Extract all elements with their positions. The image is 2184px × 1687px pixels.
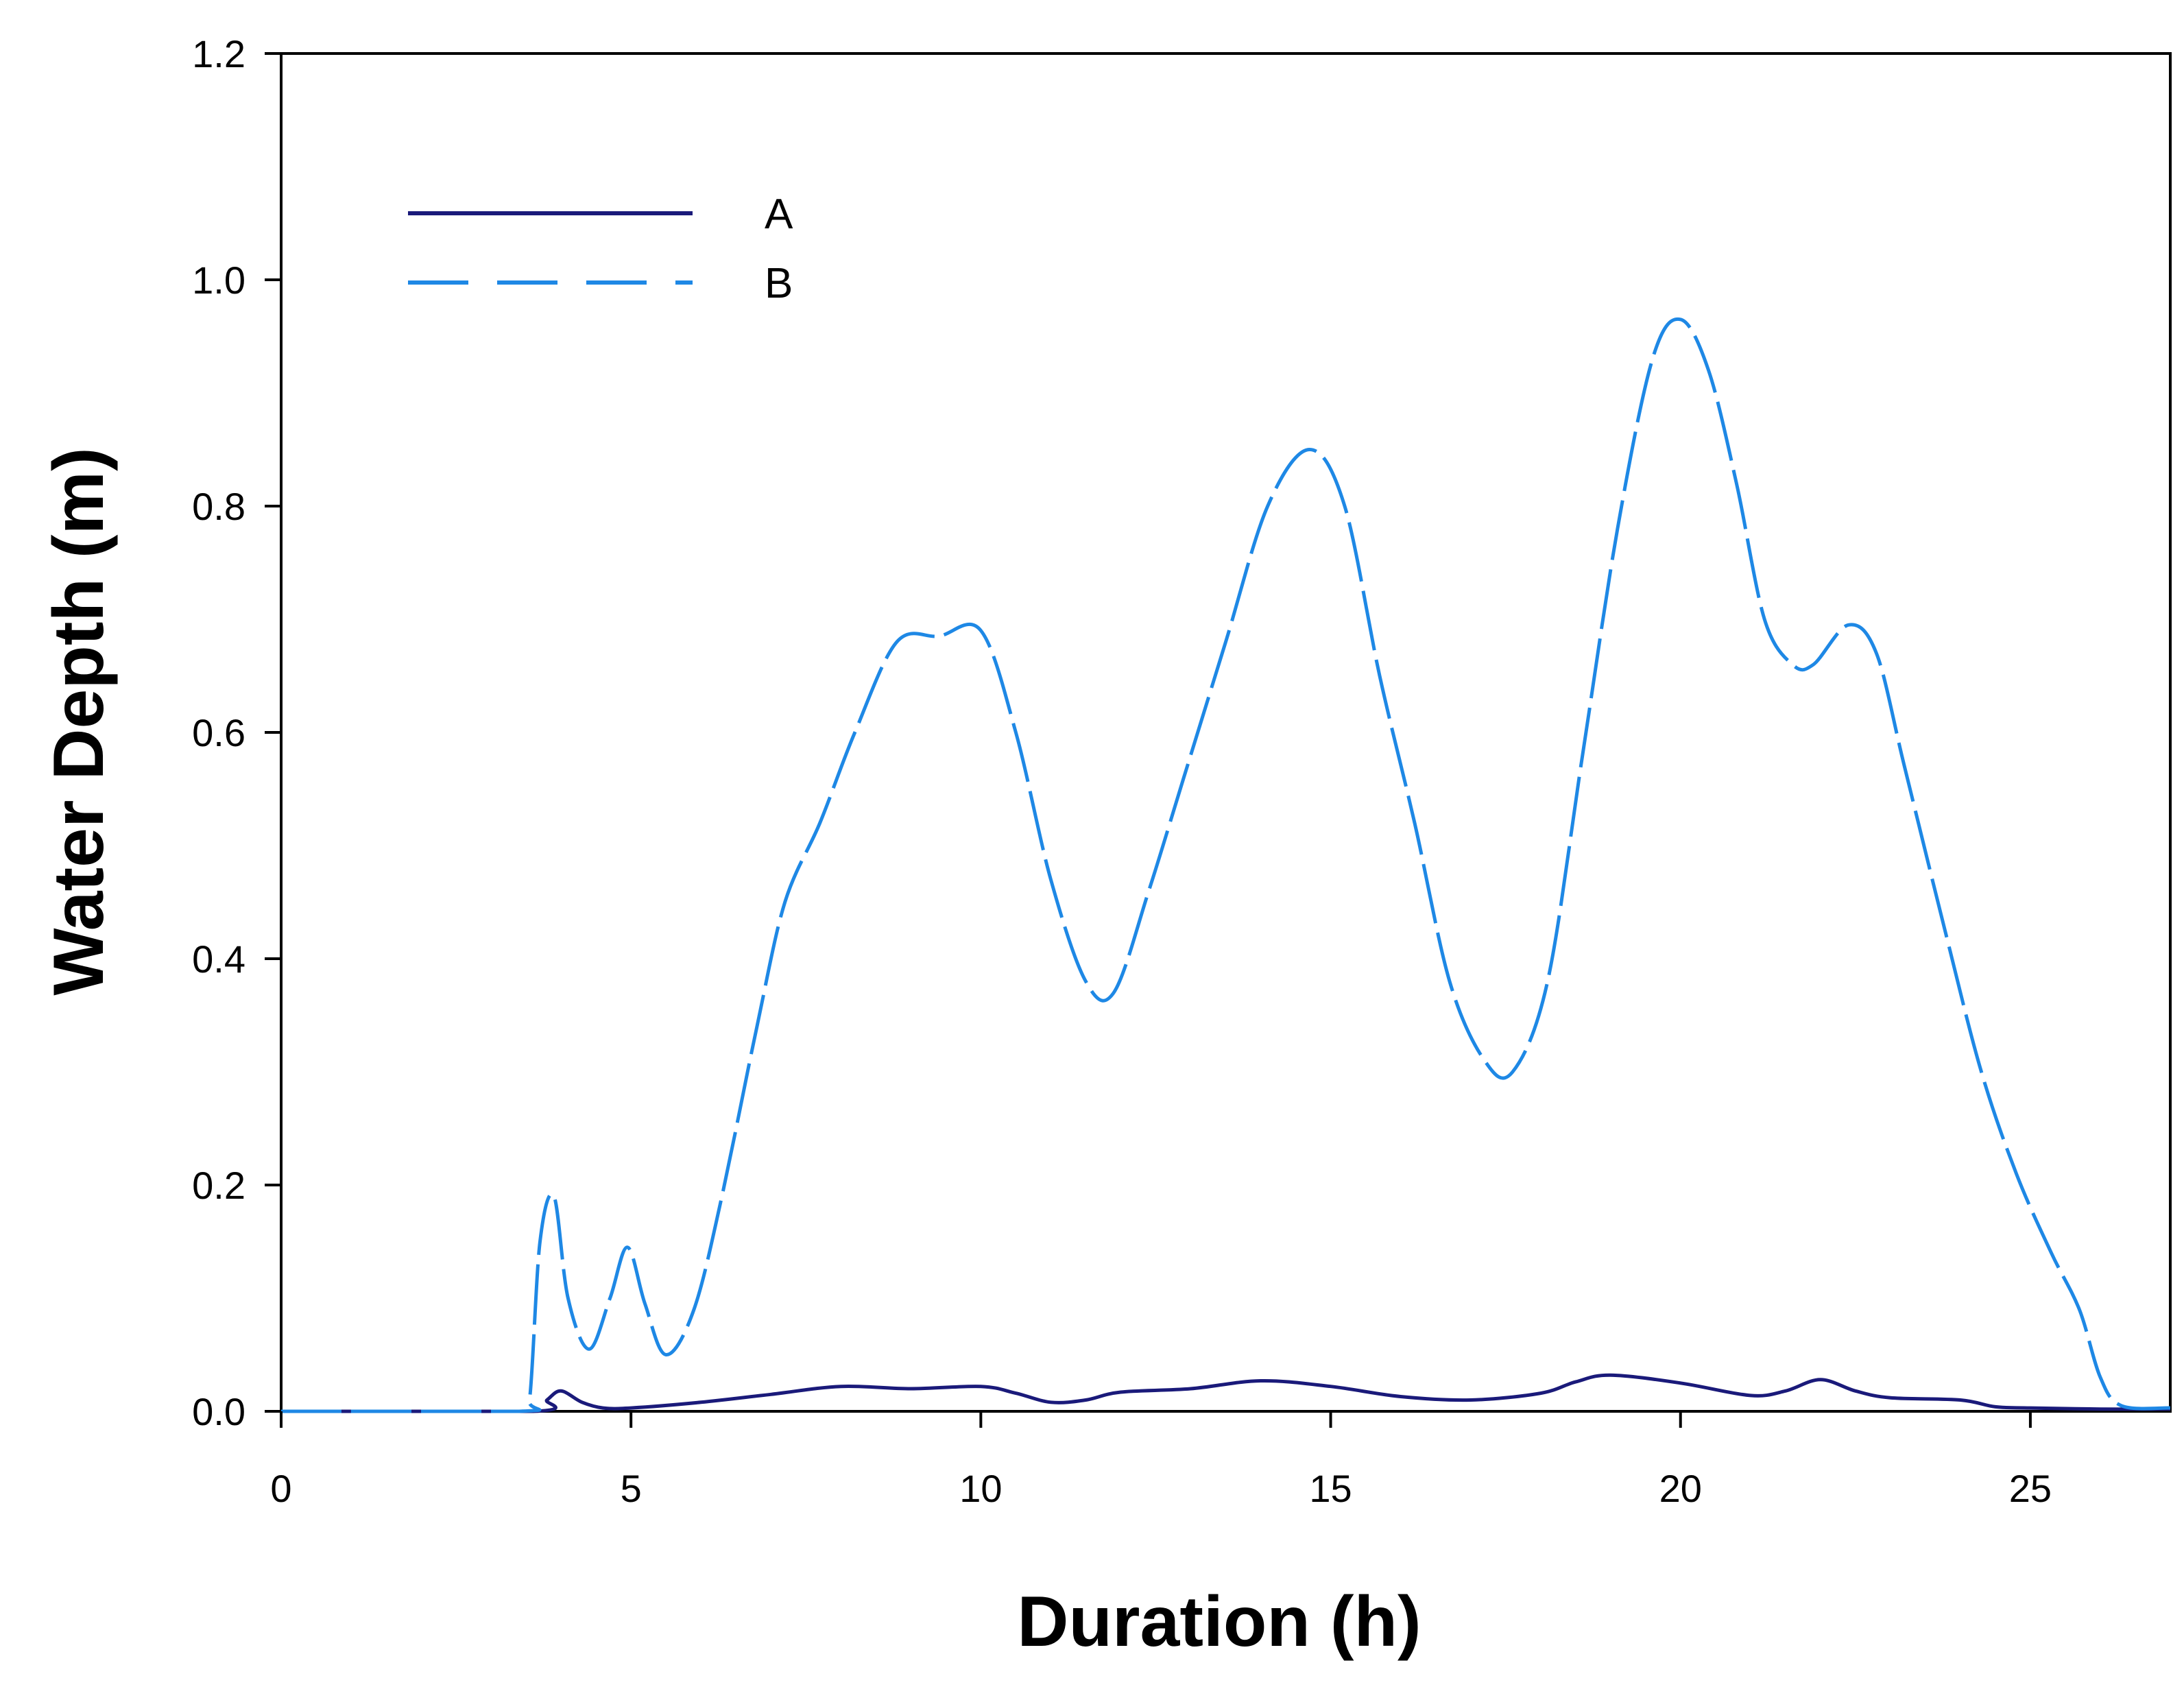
y-axis-title: Water Depth (m) (39, 447, 119, 995)
legend-label-b: B (765, 260, 793, 307)
x-axis-title: Duration (h) (1017, 1582, 1421, 1662)
x-tick-label: 15 (1309, 1467, 1352, 1510)
y-tick-label: 1.0 (192, 259, 245, 302)
y-tick-label: 1.2 (192, 32, 245, 75)
y-tick-label: 0.0 (192, 1390, 245, 1433)
series-b-line (281, 317, 2171, 1413)
ticks-layer: 0 5 10 15 20 25 0.0 0.2 0.4 0.6 0.8 1.0 1.2 (192, 32, 2052, 1510)
x-tick-label: 0 (270, 1467, 291, 1510)
y-tick-label: 0.2 (192, 1164, 245, 1207)
legend: A B (408, 191, 793, 307)
y-tick-label: 0.8 (192, 485, 245, 528)
series-a-line (281, 1373, 2171, 1413)
y-tick-label: 0.4 (192, 937, 245, 981)
legend-label-a: A (765, 191, 793, 238)
x-tick-label: 25 (2009, 1467, 2052, 1510)
series-layer (281, 317, 2171, 1413)
x-tick-label: 20 (1659, 1467, 1702, 1510)
x-tick-label: 10 (959, 1467, 1002, 1510)
y-tick-label: 0.6 (192, 711, 245, 754)
x-tick-label: 5 (621, 1467, 642, 1510)
